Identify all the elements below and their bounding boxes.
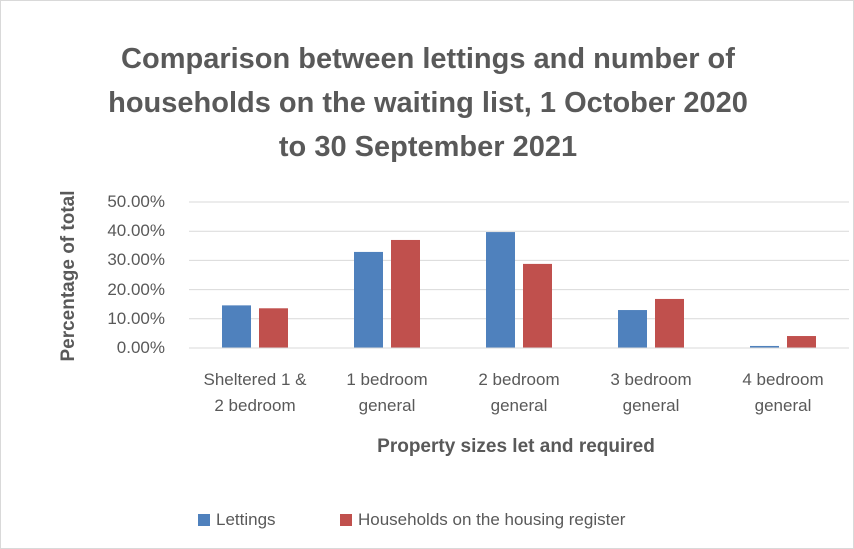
y-tick-label: 40.00% (107, 221, 165, 241)
bar (391, 239, 420, 348)
x-axis-title: Property sizes let and required (377, 436, 655, 457)
legend-item: Households on the housing register (340, 510, 625, 530)
legend-item: Lettings (198, 510, 276, 530)
bar (618, 310, 647, 348)
y-tick-label: 30.00% (107, 250, 165, 270)
legend-label: Lettings (216, 510, 276, 529)
x-tick-label: 3 bedroom general (610, 370, 692, 415)
x-tick-label: Sheltered 1 & 2 bedroom (203, 370, 307, 415)
chart-title: Comparison between lettings and number o… (108, 43, 748, 163)
bar (222, 305, 251, 348)
x-tick-label: 1 bedroom general (346, 370, 428, 415)
legend-swatch (198, 514, 210, 526)
bar (787, 336, 816, 348)
legend-swatch (340, 514, 352, 526)
y-tick-label: 0.00% (116, 338, 165, 357)
bar (259, 308, 288, 348)
y-tick-label: 20.00% (107, 279, 165, 299)
bar (523, 263, 552, 348)
x-tick-label: 4 bedroom general (742, 370, 824, 415)
bar (655, 298, 684, 348)
x-tick-label: 2 bedroom general (478, 370, 560, 415)
bar (486, 232, 515, 348)
y-tick-label: 50.00% (107, 192, 165, 211)
bar (354, 251, 383, 348)
y-tick-label: 10.00% (107, 308, 165, 328)
legend-label: Households on the housing register (358, 510, 626, 529)
y-axis-title: Percentage of total (58, 190, 79, 362)
bar (750, 345, 779, 348)
